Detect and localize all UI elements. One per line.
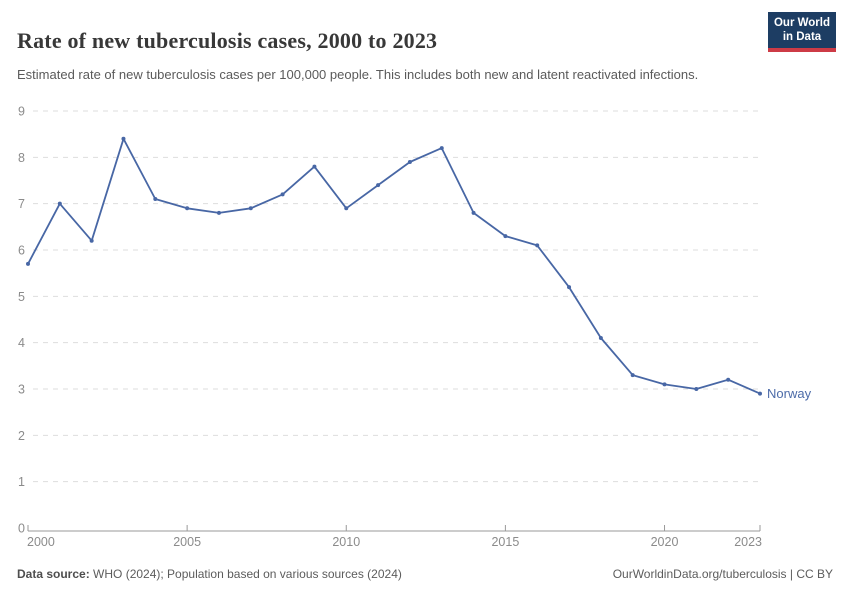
y-tick-label: 9 — [18, 105, 25, 119]
chart-footer: Data source: WHO (2024); Population base… — [17, 567, 833, 581]
data-point[interactable] — [216, 210, 221, 215]
x-tick-label: 2005 — [173, 535, 201, 549]
data-point[interactable] — [407, 159, 412, 164]
data-point[interactable] — [535, 243, 540, 248]
y-tick-label: 0 — [18, 522, 25, 536]
x-tick-label: 2015 — [491, 535, 519, 549]
data-point[interactable] — [344, 206, 349, 211]
data-source-text: WHO (2024); Population based on various … — [89, 567, 402, 581]
credit-link[interactable]: OurWorldinData.org/tuberculosis | CC BY — [612, 567, 833, 581]
x-tick-label: 2000 — [27, 535, 55, 549]
owid-logo[interactable]: Our World in Data — [768, 12, 836, 52]
y-tick-label: 6 — [18, 244, 25, 258]
data-point[interactable] — [758, 391, 762, 396]
y-tick-label: 4 — [18, 336, 25, 350]
data-line-norway[interactable] — [27, 137, 761, 395]
data-point[interactable] — [376, 183, 381, 188]
data-point[interactable] — [598, 336, 603, 341]
y-tick-label: 8 — [18, 151, 25, 165]
x-tick-label: 2010 — [332, 535, 360, 549]
data-point[interactable] — [630, 373, 635, 378]
data-point[interactable] — [503, 234, 508, 239]
y-tick-label: 3 — [18, 383, 25, 397]
data-point[interactable] — [439, 146, 444, 151]
data-point[interactable] — [280, 192, 285, 197]
y-tick-label: 7 — [18, 197, 25, 211]
chart-subtitle: Estimated rate of new tuberculosis cases… — [17, 67, 699, 82]
x-tick-label: 2020 — [651, 535, 679, 549]
data-point[interactable] — [89, 238, 94, 243]
data-point[interactable] — [26, 261, 30, 266]
data-point[interactable] — [153, 197, 158, 202]
data-point[interactable] — [726, 377, 731, 382]
data-point[interactable] — [185, 206, 190, 211]
data-point[interactable] — [312, 164, 317, 169]
data-point[interactable] — [694, 387, 699, 391]
y-tick-label: 5 — [18, 290, 25, 304]
chart-title: Rate of new tuberculosis cases, 2000 to … — [17, 27, 438, 53]
data-point[interactable] — [248, 206, 253, 211]
y-tick-label: 2 — [18, 429, 25, 443]
data-source-note: Data source: WHO (2024); Population base… — [17, 567, 402, 581]
owid-logo-line2: in Data — [782, 31, 822, 43]
data-point[interactable] — [471, 210, 476, 215]
data-point[interactable] — [567, 285, 572, 290]
data-point[interactable] — [662, 382, 667, 387]
owid-logo-line1: Our World — [773, 16, 830, 29]
x-tick-label: 2023 — [734, 535, 762, 549]
series-label-norway[interactable]: Norway — [767, 386, 812, 401]
y-tick-label: 1 — [18, 475, 25, 489]
data-point[interactable] — [121, 136, 126, 141]
data-source-label: Data source: — [17, 567, 90, 581]
data-point[interactable] — [57, 201, 62, 206]
